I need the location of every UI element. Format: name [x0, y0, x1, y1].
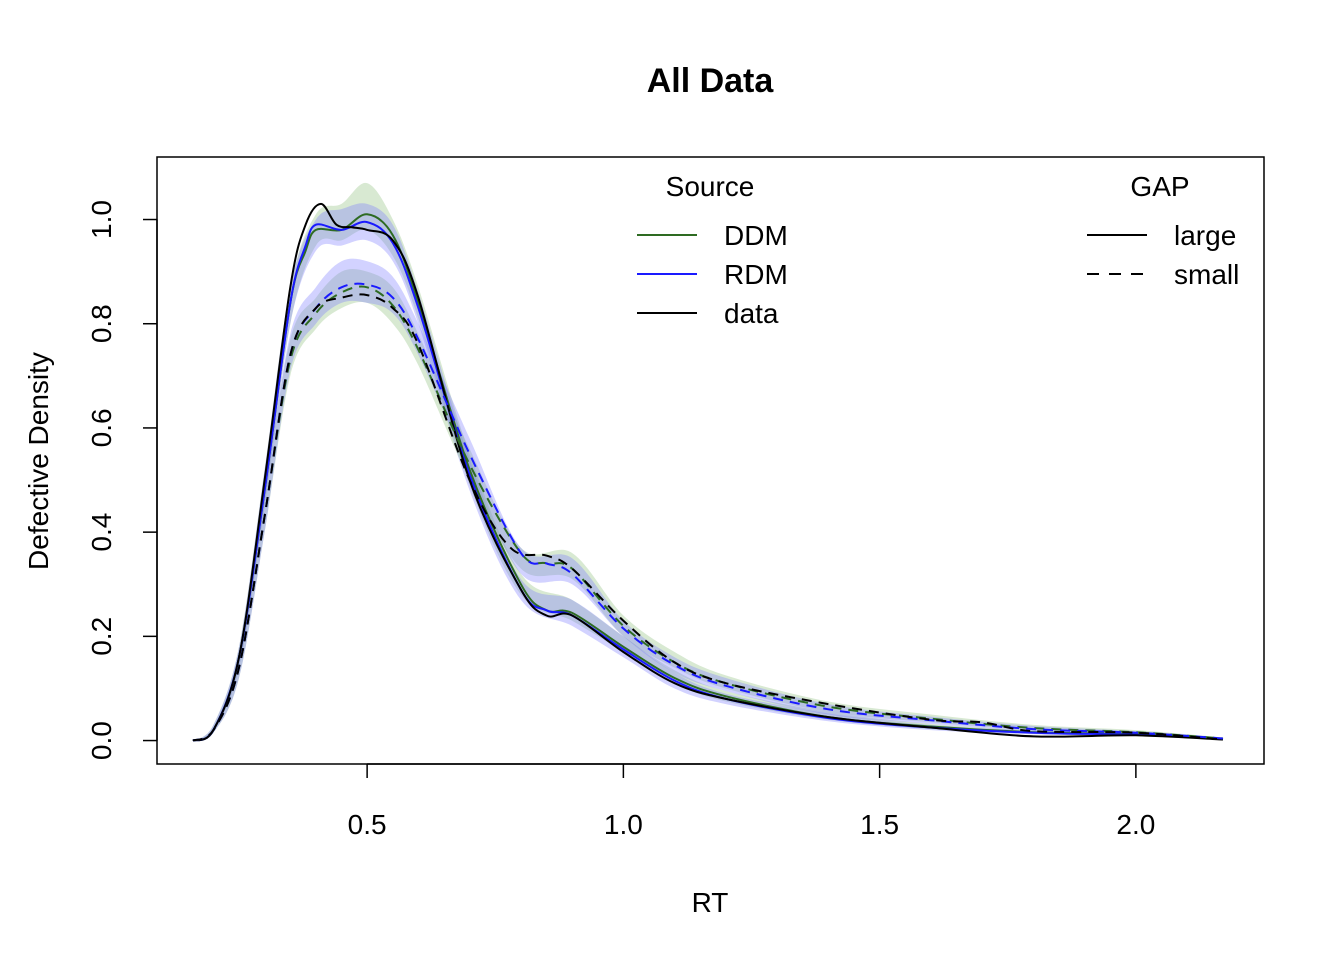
legend-source-title: Source: [666, 171, 755, 202]
confidence-bands: [192, 182, 1223, 741]
x-axis: 0.5 1.0 1.5 2.0: [348, 763, 1155, 840]
legend-label-large: large: [1174, 220, 1236, 251]
y-axis-label: Defective Density: [23, 352, 54, 570]
y-tick-label: 0.6: [86, 408, 117, 447]
legend-label-ddm: DDM: [724, 220, 788, 251]
band-rdm-small: [192, 258, 1223, 741]
y-axis: 0.0 0.2 0.4 0.6 0.8 1.0: [86, 200, 158, 760]
y-tick-label: 0.4: [86, 513, 117, 552]
y-tick-label: 0.0: [86, 721, 117, 760]
y-tick-label: 1.0: [86, 200, 117, 239]
legend-gap: GAP large small: [1087, 171, 1239, 290]
line-data-large: [192, 202, 1224, 742]
x-tick-label: 1.0: [604, 809, 643, 840]
legend-source: Source DDM RDM data: [637, 171, 788, 329]
legend-gap-title: GAP: [1130, 171, 1189, 202]
y-tick-label: 0.8: [86, 304, 117, 343]
band-ddm-small: [192, 268, 1223, 741]
x-tick-label: 1.5: [860, 809, 899, 840]
legend-label-rdm: RDM: [724, 259, 788, 290]
y-tick-label: 0.2: [86, 617, 117, 656]
x-tick-label: 2.0: [1116, 809, 1155, 840]
x-tick-label: 0.5: [348, 809, 387, 840]
legend-label-data: data: [724, 298, 779, 329]
x-axis-label: RT: [692, 887, 729, 918]
legend-label-small: small: [1174, 259, 1239, 290]
density-lines: [192, 202, 1224, 742]
line-data-small: [192, 293, 1224, 742]
chart-title: All Data: [647, 62, 775, 100]
